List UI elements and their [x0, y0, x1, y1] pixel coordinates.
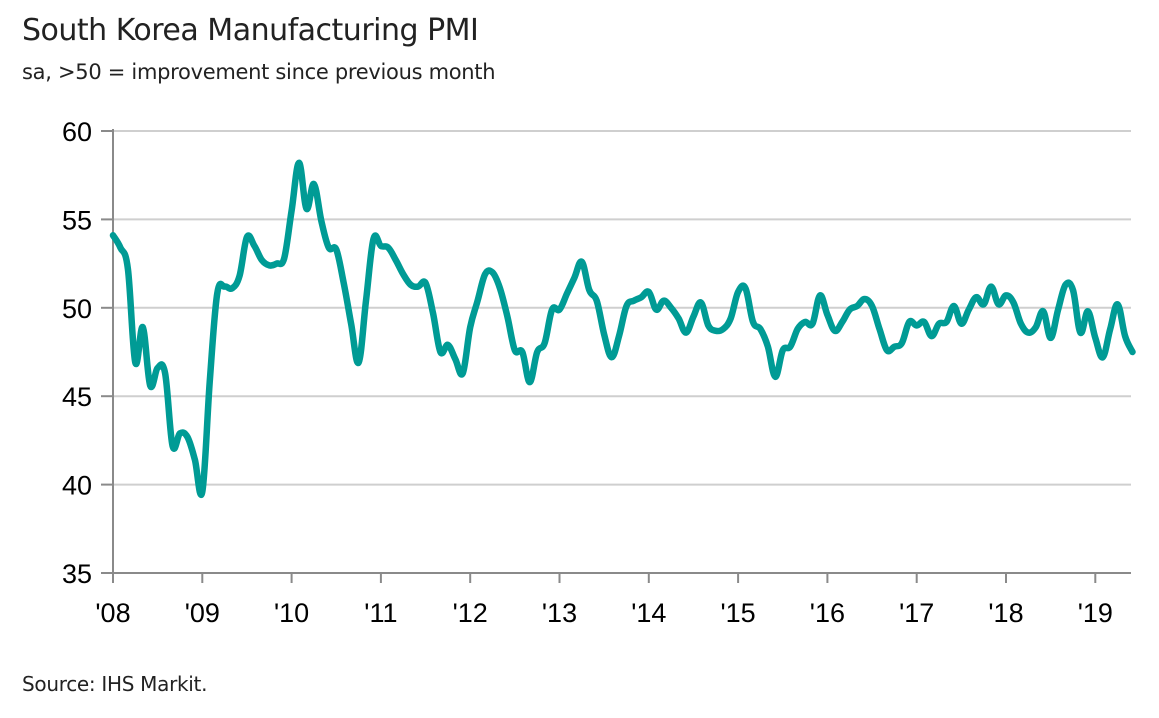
gridlines: [113, 130, 1131, 486]
x-tick-label: '19: [1078, 598, 1113, 628]
y-tick-label: 45: [62, 382, 92, 412]
x-tick-label: '10: [274, 598, 309, 628]
x-tick-label: '15: [721, 598, 756, 628]
y-tick-label: 55: [62, 205, 92, 235]
x-tick-label: '17: [899, 598, 934, 628]
x-tick-label: '18: [988, 598, 1023, 628]
x-tick-label: '11: [364, 598, 397, 628]
source-note: Source: IHS Markit.: [22, 672, 208, 696]
pmi-series-line: [109, 159, 1136, 499]
y-axis-ticks: 35 40 45 50 55 60: [62, 117, 113, 589]
x-tick-label: '14: [631, 598, 666, 628]
x-axis-ticks: '08 '09 '10 '11 '12 '13 '14 '15 '16 '17 '18 '19: [95, 573, 1113, 628]
x-tick-label: '09: [185, 598, 220, 628]
x-tick-label: '12: [453, 598, 488, 628]
y-tick-label: 60: [62, 117, 92, 147]
chart-title: South Korea Manufacturing PMI: [22, 13, 479, 48]
chart-subtitle: sa, >50 = improvement since previous mon…: [22, 60, 496, 84]
x-tick-label: '13: [542, 598, 577, 628]
x-tick-label: '16: [810, 598, 845, 628]
y-tick-label: 35: [62, 559, 92, 589]
y-tick-label: 40: [62, 471, 92, 501]
x-tick-label: '08: [95, 598, 130, 628]
y-tick-label: 50: [62, 294, 92, 324]
